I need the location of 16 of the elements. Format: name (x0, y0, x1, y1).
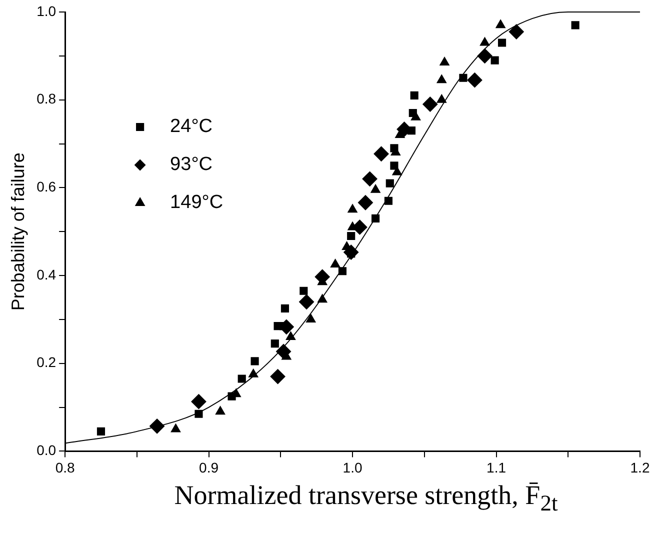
x-tick-label: 1.2 (630, 459, 650, 476)
x-tick-label: 1.0 (342, 459, 362, 476)
legend-label: 93°C (170, 154, 213, 176)
x-tick-label: 0.8 (55, 459, 76, 476)
y-axis-title: Probability of failure (8, 152, 28, 311)
x-tick-label: 1.1 (486, 459, 506, 476)
legend-label: 149°C (170, 192, 224, 214)
legend-label: 24°C (170, 116, 213, 138)
x-tick-label: 0.9 (199, 459, 219, 476)
y-tick-label: 0.4 (36, 266, 56, 282)
y-tick-label: 1.0 (36, 2, 56, 19)
y-tick-label: 0.8 (36, 90, 56, 107)
y-tick-label: 0.0 (36, 442, 56, 458)
y-tick-label: 0.6 (36, 178, 56, 195)
y-tick-label: 0.2 (36, 354, 56, 370)
x-axis-title: Normalized transverse strength, F̄$_{2t}$ (173, 480, 559, 516)
